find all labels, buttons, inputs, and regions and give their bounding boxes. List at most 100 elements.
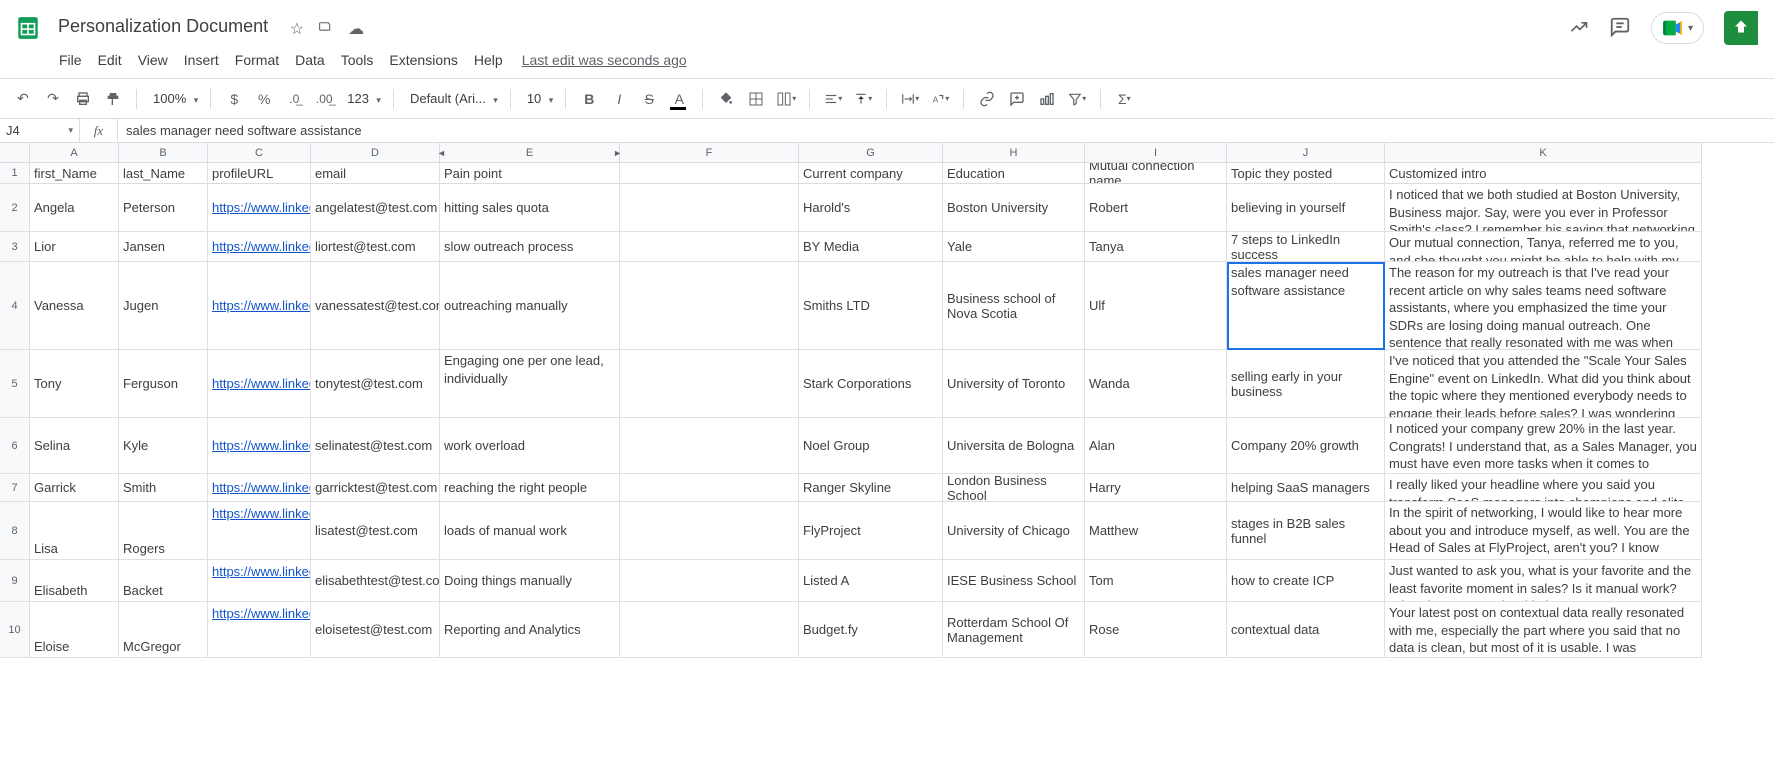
h-align-icon[interactable]: ▾ (820, 86, 846, 112)
cell[interactable]: Ferguson (119, 350, 208, 418)
colhead-G[interactable]: G (799, 143, 943, 163)
cell[interactable]: Boston University (943, 184, 1085, 232)
menu-data[interactable]: Data (288, 48, 332, 72)
cell[interactable]: email (311, 163, 440, 184)
select-all-corner[interactable] (0, 143, 30, 163)
col-collapse-left-icon[interactable]: ◄ (437, 148, 446, 158)
cell[interactable]: tonytest@test.com (311, 350, 440, 418)
functions-icon[interactable]: Σ▾ (1111, 86, 1137, 112)
rowhead-1[interactable]: 1 (0, 163, 30, 184)
wrap-icon[interactable]: ▾ (897, 86, 923, 112)
rowhead-7[interactable]: 7 (0, 474, 30, 502)
cell[interactable]: I really liked your headline where you s… (1385, 474, 1702, 502)
link-icon[interactable] (974, 86, 1000, 112)
cell[interactable]: Eloise (30, 602, 119, 658)
cell[interactable]: Garrick (30, 474, 119, 502)
activity-icon[interactable] (1569, 17, 1589, 40)
merge-icon[interactable]: ▾ (773, 86, 799, 112)
cell[interactable] (620, 350, 799, 418)
cell[interactable]: I noticed your company grew 20% in the l… (1385, 418, 1702, 474)
colhead-B[interactable]: B (119, 143, 208, 163)
profile-link[interactable]: https://www.linkedir (212, 298, 311, 313)
menu-extensions[interactable]: Extensions (382, 48, 464, 72)
cell[interactable]: Tom (1085, 560, 1227, 602)
colhead-A[interactable]: A (30, 143, 119, 163)
profile-link[interactable]: https://www.linkedir (212, 438, 311, 453)
undo-icon[interactable]: ↶ (10, 86, 36, 112)
cell[interactable]: London Business School (943, 474, 1085, 502)
cell[interactable]: sales manager need software assistance (1227, 262, 1385, 350)
cell[interactable]: Current company (799, 163, 943, 184)
cell[interactable]: Elisabeth (30, 560, 119, 602)
filter-icon[interactable]: ▾ (1064, 86, 1090, 112)
cell[interactable]: first_Name (30, 163, 119, 184)
decrease-decimal-icon[interactable]: .0̲ (281, 86, 307, 112)
cell[interactable]: Reporting and Analytics (440, 602, 620, 658)
cell[interactable]: Business school of Nova Scotia (943, 262, 1085, 350)
profile-link[interactable]: https://www.linkedir (212, 200, 311, 215)
cell[interactable] (620, 560, 799, 602)
profile-link[interactable]: https://www.linkedir (212, 480, 311, 495)
rowhead-2[interactable]: 2 (0, 184, 30, 232)
rowhead-6[interactable]: 6 (0, 418, 30, 474)
cell[interactable]: Backet (119, 560, 208, 602)
cell[interactable]: https://www.linkedir (208, 232, 311, 262)
cell[interactable]: Your latest post on contextual data real… (1385, 602, 1702, 658)
cell[interactable]: loads of manual work (440, 502, 620, 560)
cell[interactable]: Smith (119, 474, 208, 502)
cell[interactable] (620, 602, 799, 658)
rowhead-3[interactable]: 3 (0, 232, 30, 262)
profile-link[interactable]: https://www.linkedir (212, 606, 311, 621)
cell[interactable] (620, 502, 799, 560)
menu-edit[interactable]: Edit (91, 48, 129, 72)
colhead-D[interactable]: D (311, 143, 440, 163)
cell[interactable]: Customized intro (1385, 163, 1702, 184)
cell[interactable]: Lisa (30, 502, 119, 560)
cell[interactable]: last_Name (119, 163, 208, 184)
doc-title[interactable]: Personalization Document (52, 14, 274, 38)
number-format[interactable]: 123 (341, 91, 383, 106)
cell[interactable]: Yale (943, 232, 1085, 262)
text-color-icon[interactable]: A (666, 86, 692, 112)
colhead-J[interactable]: J (1227, 143, 1385, 163)
cell[interactable]: eloisetest@test.com (311, 602, 440, 658)
profile-link[interactable]: https://www.linkedir (212, 376, 311, 391)
v-align-icon[interactable]: ▾ (850, 86, 876, 112)
increase-decimal-icon[interactable]: .00̲ (311, 86, 337, 112)
cell[interactable]: reaching the right people (440, 474, 620, 502)
last-edit[interactable]: Last edit was seconds ago (522, 52, 687, 68)
cell[interactable]: Education (943, 163, 1085, 184)
menu-insert[interactable]: Insert (177, 48, 226, 72)
percent-icon[interactable]: % (251, 86, 277, 112)
sheets-logo[interactable] (8, 8, 48, 48)
cell[interactable] (620, 262, 799, 350)
cell[interactable]: Pain point (440, 163, 620, 184)
cell[interactable]: Kyle (119, 418, 208, 474)
cell[interactable]: elisabethtest@test.com (311, 560, 440, 602)
cell[interactable]: 7 steps to LinkedIn success (1227, 232, 1385, 262)
rowhead-10[interactable]: 10 (0, 602, 30, 658)
cell[interactable]: Tony (30, 350, 119, 418)
cell[interactable] (620, 418, 799, 474)
menu-help[interactable]: Help (467, 48, 510, 72)
rotate-icon[interactable]: A▾ (927, 86, 953, 112)
cell[interactable]: Rose (1085, 602, 1227, 658)
colhead-F[interactable]: F (620, 143, 799, 163)
cell[interactable]: Budget.fy (799, 602, 943, 658)
comments-icon[interactable] (1609, 16, 1631, 41)
menu-tools[interactable]: Tools (334, 48, 381, 72)
profile-link[interactable]: https://www.linkedir (212, 239, 311, 254)
profile-link[interactable]: https://www.linkedir (212, 564, 311, 579)
cell[interactable] (620, 184, 799, 232)
print-icon[interactable] (70, 86, 96, 112)
cell[interactable]: slow outreach process (440, 232, 620, 262)
cell[interactable]: https://www.linkedir (208, 602, 311, 658)
cell[interactable]: outreaching manually (440, 262, 620, 350)
chart-icon[interactable] (1034, 86, 1060, 112)
cell[interactable]: BY Media (799, 232, 943, 262)
cell[interactable]: liortest@test.com (311, 232, 440, 262)
cell[interactable]: Harry (1085, 474, 1227, 502)
cell[interactable]: Rogers (119, 502, 208, 560)
cell[interactable]: contextual data (1227, 602, 1385, 658)
cell[interactable]: Our mutual connection, Tanya, referred m… (1385, 232, 1702, 262)
